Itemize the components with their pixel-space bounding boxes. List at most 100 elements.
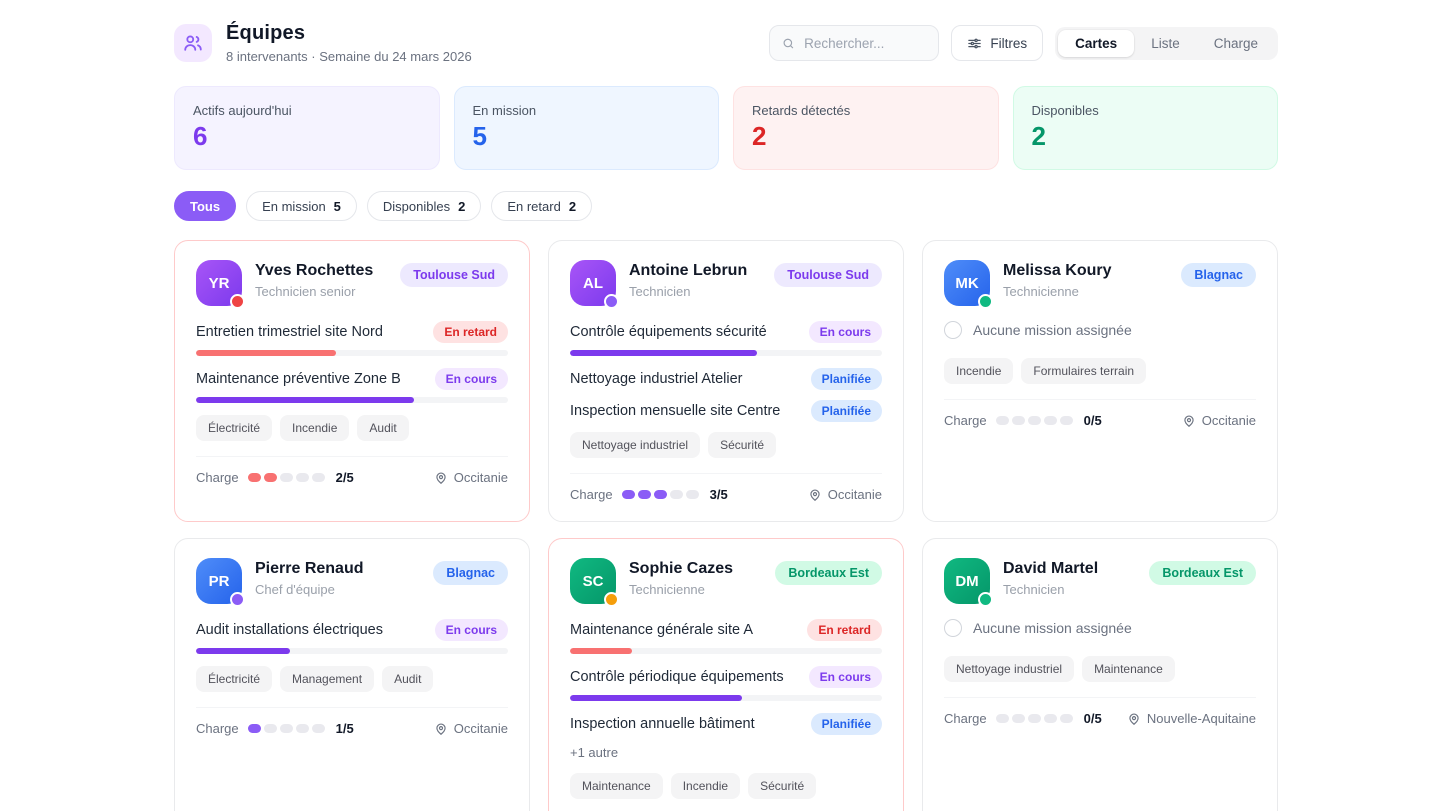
charge-dot	[1043, 416, 1057, 425]
search-box[interactable]	[769, 25, 940, 61]
skill-tag: Maintenance	[570, 773, 663, 799]
card-head: DM David Martel Technicien Bordeaux Est	[944, 558, 1256, 607]
stat-label: Retards détectés	[752, 103, 851, 118]
filter-en-retard[interactable]: En retard 2	[491, 191, 593, 221]
member-name: Pierre Renaud	[255, 560, 364, 577]
progress-fill	[196, 397, 415, 403]
stat-value: 2	[752, 121, 767, 151]
stat-value: 5	[472, 121, 487, 151]
avatar: MK	[944, 260, 993, 309]
filters-label: Filtres	[990, 35, 1028, 51]
progress-fill	[570, 648, 633, 654]
skill-tags: Maintenance Incendie Sécurité	[570, 773, 882, 799]
tab-cartes[interactable]: Cartes	[1058, 29, 1135, 57]
charge-label: Charge	[570, 487, 613, 502]
more-missions-link[interactable]: +1 autre	[570, 745, 619, 760]
stats-row: Actifs aujourd'hui 6 En mission 5 Retard…	[174, 86, 1278, 170]
missions: Entretien trimestriel site Nord En retar…	[196, 321, 508, 403]
team-card-sophie-cazes[interactable]: SC Sophie Cazes Technicienne Bordeaux Es…	[548, 538, 904, 811]
no-mission-label: Aucune mission assignée	[973, 620, 1132, 636]
charge-dot	[247, 724, 261, 733]
charge-dot	[669, 490, 683, 499]
filter-disponibles[interactable]: Disponibles 2	[366, 191, 482, 221]
mission-status-badge: En retard	[807, 619, 882, 641]
charge-ratio: 0/5	[1083, 413, 1102, 428]
team-card-melissa-koury[interactable]: MK Melissa Koury Technicienne Blagnac Au…	[922, 240, 1278, 522]
charge-dot	[279, 724, 293, 733]
charge-ratio: 1/5	[335, 721, 354, 736]
mission-item: Inspection mensuelle site Centre Planifi…	[570, 400, 882, 422]
charge-dots	[247, 724, 325, 733]
title-block: Équipes 8 intervenants · Semaine du 24 m…	[226, 22, 472, 64]
charge-dot	[637, 490, 651, 499]
filter-en-mission[interactable]: En mission 5	[246, 191, 357, 221]
charge-dot	[685, 490, 699, 499]
charge-dot	[995, 416, 1009, 425]
skill-tag: Nettoyage industriel	[570, 432, 701, 458]
identity: Antoine Lebrun Technicien	[629, 260, 761, 299]
member-role: Chef d'équipe	[255, 582, 335, 597]
filter-tous[interactable]: Tous	[174, 191, 237, 221]
site-badge: Toulouse Sud	[774, 263, 882, 287]
tab-charge[interactable]: Charge	[1197, 30, 1275, 57]
progress-fill	[570, 695, 742, 701]
charge-dot	[295, 724, 309, 733]
stat-label: Disponibles	[1031, 103, 1099, 118]
charge-dot	[653, 490, 667, 499]
view-switcher: Cartes Liste Charge	[1055, 26, 1278, 60]
avatar: DM	[944, 558, 993, 607]
missions: Audit installations électriques En cours	[196, 619, 508, 654]
charge-meter: Charge 0/5	[944, 413, 1102, 428]
card-footer: Charge 2/5 Occitanie	[196, 456, 508, 485]
member-role: Technicien senior	[255, 284, 356, 299]
no-mission-row: Aucune mission assignée	[944, 321, 1256, 339]
charge-label: Charge	[196, 470, 239, 485]
filters-button[interactable]: Filtres	[951, 25, 1044, 61]
filter-label: En retard	[507, 198, 561, 214]
progress-track	[196, 350, 508, 356]
charge-dot	[263, 473, 277, 482]
charge-dots	[621, 490, 699, 499]
region-label: Occitanie	[1201, 413, 1256, 428]
mission-title: Maintenance générale site A	[570, 622, 753, 638]
member-role: Technicien	[1003, 582, 1065, 597]
team-grid: YR Yves Rochettes Technicien senior Toul…	[174, 240, 1278, 811]
missions: Maintenance générale site A En retard Co…	[570, 619, 882, 760]
search-input[interactable]	[804, 35, 927, 51]
card-head: YR Yves Rochettes Technicien senior Toul…	[196, 260, 508, 309]
region-label: Nouvelle-Aquitaine	[1146, 711, 1256, 726]
member-name: David Martel	[1003, 560, 1099, 577]
skill-tag: Électricité	[196, 415, 273, 441]
status-dot-icon	[604, 294, 619, 309]
progress-track	[570, 648, 882, 654]
charge-dot	[1043, 714, 1057, 723]
charge-ratio: 3/5	[709, 487, 728, 502]
filter-count: 2	[568, 198, 577, 214]
card-footer: Charge 0/5 Nouvelle-Aquitaine	[944, 697, 1256, 726]
member-name: Melissa Koury	[1003, 262, 1112, 279]
member-name: Yves Rochettes	[255, 262, 374, 279]
map-pin-icon	[1129, 713, 1139, 725]
site-badge: Bordeaux Est	[1149, 561, 1256, 585]
stat-value: 6	[193, 121, 208, 151]
mission-item: Maintenance préventive Zone B En cours	[196, 368, 508, 403]
tab-liste[interactable]: Liste	[1134, 30, 1197, 57]
member-name: Antoine Lebrun	[629, 262, 748, 279]
card-head: AL Antoine Lebrun Technicien Toulouse Su…	[570, 260, 882, 309]
filter-label: Disponibles	[382, 198, 451, 214]
page: Équipes 8 intervenants · Semaine du 24 m…	[174, 0, 1278, 811]
title-group: Équipes 8 intervenants · Semaine du 24 m…	[174, 22, 472, 64]
skill-tags: Incendie Formulaires terrain	[944, 358, 1256, 384]
team-card-antoine-lebrun[interactable]: AL Antoine Lebrun Technicien Toulouse Su…	[548, 240, 904, 522]
card-head: SC Sophie Cazes Technicienne Bordeaux Es…	[570, 558, 882, 607]
charge-meter: Charge 3/5	[570, 487, 728, 502]
team-card-david-martel[interactable]: DM David Martel Technicien Bordeaux Est …	[922, 538, 1278, 811]
team-card-yves-rochettes[interactable]: YR Yves Rochettes Technicien senior Toul…	[174, 240, 530, 522]
team-card-pierre-renaud[interactable]: PR Pierre Renaud Chef d'équipe Blagnac A…	[174, 538, 530, 811]
charge-label: Charge	[944, 711, 987, 726]
identity: Sophie Cazes Technicienne	[629, 558, 762, 597]
charge-dot	[1059, 416, 1073, 425]
charge-ratio: 0/5	[1083, 711, 1102, 726]
mission-status-badge: Planifiée	[810, 400, 882, 422]
skill-tag: Incendie	[670, 773, 741, 799]
